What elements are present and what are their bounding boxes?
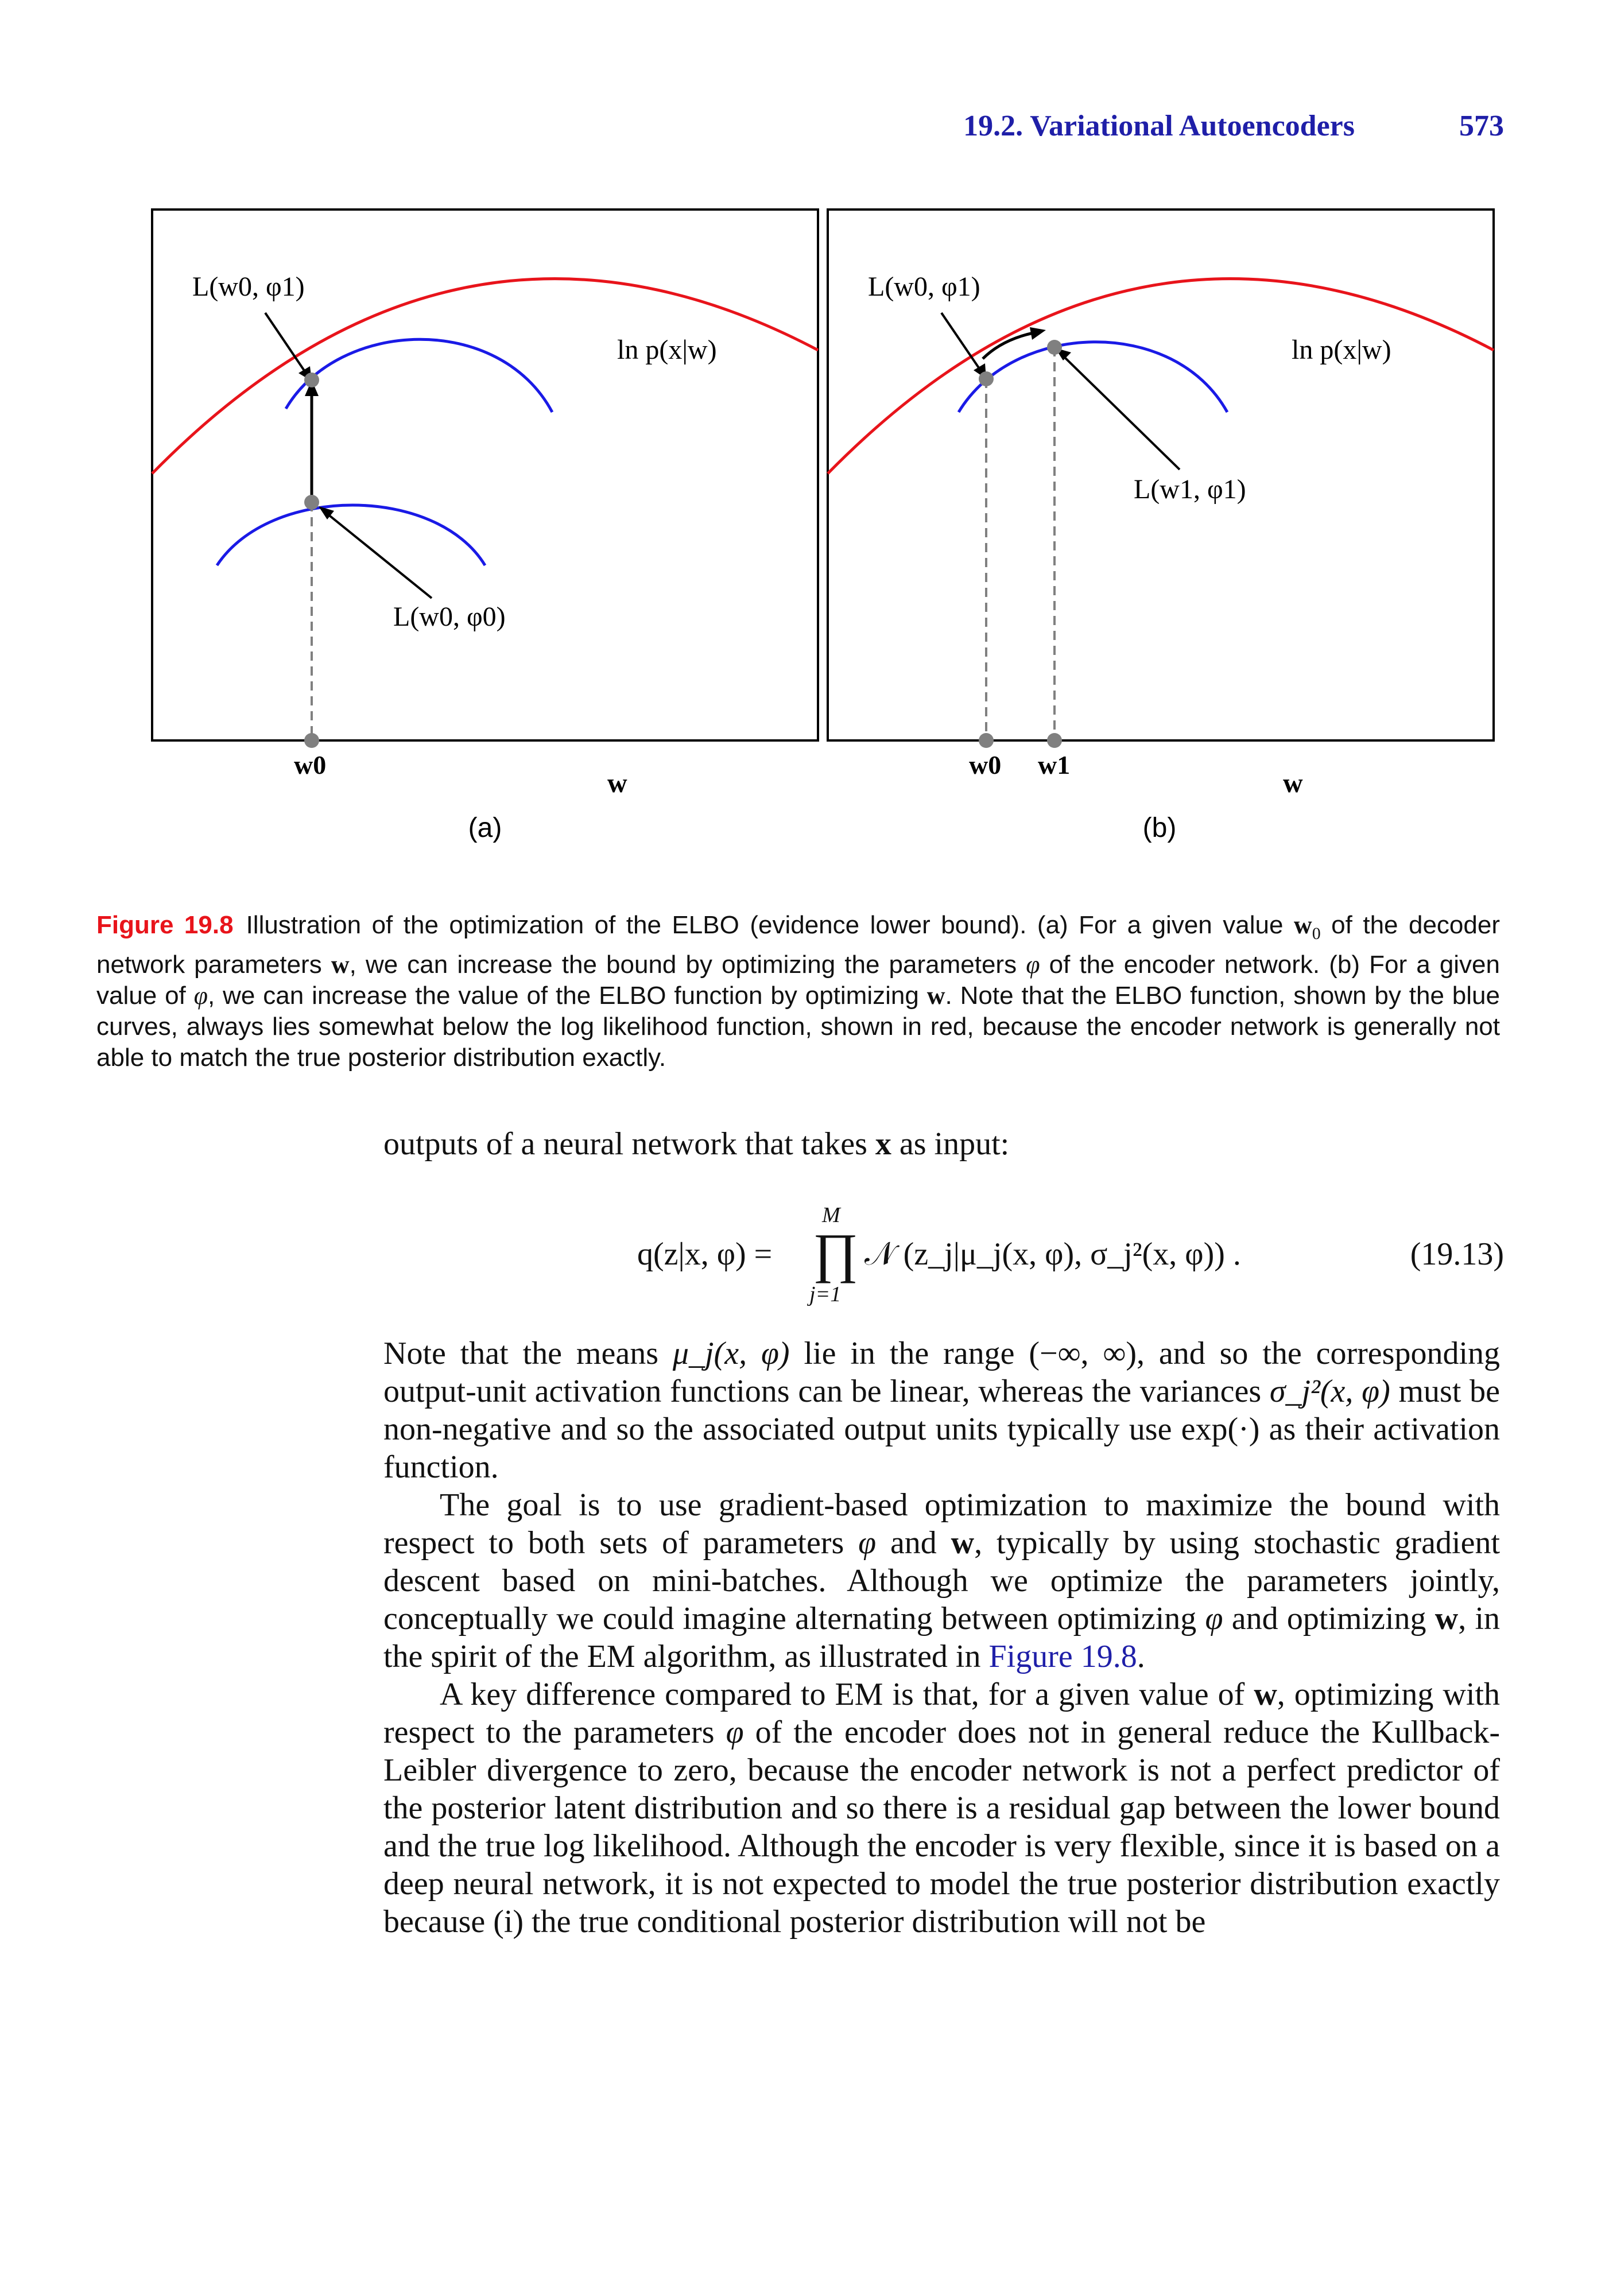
panel-b-curve-label: ln p(x|w) (1292, 335, 1391, 365)
p2-text-4: and optimizing (1223, 1601, 1435, 1636)
panel-a-label-l-w0-phi0: L(w0, φ0) (393, 602, 506, 632)
panel-b-tick-label-w1: w1 (1038, 750, 1070, 779)
caption-math-w-2: w (926, 981, 945, 1010)
panel-a-caption-label: (a) (468, 813, 502, 843)
panel-a: L(w0, φ1) L(w0, φ0) ln p(x|w) w0 w (a) (151, 208, 819, 843)
p3-text-2: , optimizing with respect to the paramet… (383, 1677, 1500, 1750)
panel-a-arrow-top-label (264, 312, 307, 374)
p2-text-2: and (876, 1525, 951, 1561)
panel-a-log-likelihood-curve (151, 277, 819, 475)
p2-text-6: . (1137, 1639, 1145, 1674)
panel-b-tick-point-w1 (1047, 733, 1062, 748)
intro-text: outputs of a neural network that takes (383, 1126, 875, 1162)
caption-math-w0: w (1293, 911, 1312, 939)
panel-a-label-l-w0-phi1: L(w0, φ1) (192, 272, 305, 302)
panel-b-label-l-w1-phi1: L(w1, φ1) (1134, 474, 1246, 505)
equation-19-13: q(z|x, φ) = M ∏ j=1 𝒩 (z_j|μ_j(x, φ), σ_… (637, 1203, 1504, 1306)
caption-text-4: of the encoder network. (b) For a given … (96, 950, 1501, 1010)
panel-b-curved-arrowhead (1030, 327, 1046, 340)
panel-a-curve-label: ln p(x|w) (617, 335, 717, 365)
paragraph-3: A key difference compared to EM is that,… (383, 1676, 1500, 1941)
p2-math-phi: φ (858, 1525, 877, 1561)
caption-text-2: of the decoder network parameters (96, 911, 1500, 979)
panel-b-caption-label: (b) (1143, 813, 1177, 843)
p3-text-3: of the encoder does not in general reduc… (383, 1715, 1500, 1940)
p2-math-w-2: w (1434, 1601, 1459, 1636)
panel-b-curved-arrow (982, 331, 1034, 360)
panel-a-arrowhead-bottom-label (319, 506, 334, 519)
panel-b-arrow-right-label (1062, 355, 1181, 471)
p3-math-w: w (1254, 1677, 1277, 1712)
p3-text-1: A key difference compared to EM is that,… (440, 1677, 1254, 1712)
p1-text-1: Note that the means (383, 1336, 673, 1371)
caption-math-phi-2: φ (193, 981, 208, 1010)
panel-a-point-bottom (304, 495, 319, 510)
caption-text-3: , we can increase the bound by optimizin… (349, 950, 1026, 979)
p1-math-sigma: σ_j²(x, φ) (1269, 1374, 1390, 1409)
p1-text-3: , and so the corresponding output-unit a… (383, 1336, 1500, 1409)
panel-b: L(w0, φ1) L(w1, φ1) ln p(x|w) w0 w1 w (b… (827, 208, 1495, 843)
panel-b-log-likelihood-curve (827, 277, 1495, 475)
figure-19-8: L(w0, φ1) L(w0, φ0) ln p(x|w) w0 w (a) L… (151, 208, 1495, 843)
panel-b-axis-label: w (1283, 768, 1303, 798)
panel-a-frame (151, 208, 819, 742)
panel-b-label-l-w0-phi1: L(w0, φ1) (868, 272, 980, 302)
p2-text-5: , in the spirit of the EM algorithm, as … (383, 1601, 1501, 1674)
body-intro: outputs of a neural network that takes x… (383, 1125, 1500, 1163)
panel-b-elbo-curve (957, 340, 1229, 413)
panel-a-tick-label-w0: w0 (294, 750, 326, 779)
body-text: Note that the means μ_j(x, φ) lie in the… (383, 1335, 1500, 1941)
intro-text-end: as input: (891, 1126, 1010, 1162)
panel-b-frame (827, 208, 1495, 742)
caption-math-w0-sub: 0 (1312, 924, 1321, 943)
panel-b-point-right (1047, 340, 1062, 355)
p2-text-3: , typically by using stochastic gradient… (383, 1525, 1501, 1636)
p1-text-5: as their activation function. (383, 1411, 1500, 1485)
panel-b-point-left (979, 371, 994, 386)
panel-a-elbo-curve-top (284, 338, 554, 413)
equation-prod-lower: j=1 (809, 1282, 842, 1306)
panel-a-vertical-arrowhead (305, 380, 319, 396)
caption-text-1: Illustration of the optimization of the … (246, 911, 1294, 939)
equation-lhs: q(z|x, φ) = (637, 1236, 773, 1272)
figure-caption: Figure 19.8 Illustration of the optimizat… (96, 910, 1500, 1073)
figure-19-8-link[interactable]: Figure 19.8 (988, 1639, 1137, 1674)
p2-text-1: The goal is to use gradient-based optimi… (383, 1487, 1500, 1561)
p1-math-mu: μ_j(x, φ) (672, 1336, 790, 1371)
figure-caption-label: Figure 19.8 (96, 911, 234, 939)
p2-math-w: w (951, 1525, 975, 1561)
caption-math-phi: φ (1026, 950, 1040, 979)
p1-math-exp: exp(·) (1181, 1411, 1260, 1447)
p1-text-4: must be non-negative and so the associat… (383, 1374, 1500, 1447)
panel-a-arrow-bottom-label (326, 513, 433, 599)
caption-math-w: w (331, 950, 350, 979)
panel-a-point-top (304, 373, 319, 387)
panel-b-tick-point-w0 (979, 733, 994, 748)
intro-math-x: x (875, 1126, 891, 1162)
p1-math-range: (−∞, ∞) (1029, 1336, 1137, 1371)
panel-b-tick-label-w0: w0 (969, 750, 1001, 779)
p2-math-phi-2: φ (1205, 1601, 1223, 1636)
paragraph-2: The goal is to use gradient-based optimi… (383, 1486, 1500, 1676)
p3-math-phi: φ (726, 1715, 744, 1750)
equation-prod-upper: M (822, 1203, 840, 1227)
equation-rhs: 𝒩 (z_j|μ_j(x, φ), σ_j²(x, φ)) . (864, 1236, 1241, 1272)
caption-text-6: . Note that the ELBO function, shown by … (96, 981, 1500, 1072)
equation-number: (19.13) (1410, 1236, 1504, 1272)
paragraph-1: Note that the means μ_j(x, φ) lie in the… (383, 1335, 1500, 1486)
caption-text-5: , we can increase the value of the ELBO … (208, 981, 927, 1010)
panel-a-elbo-curve-bottom (215, 503, 487, 567)
running-header-title: 19.2. Variational Autoencoders (963, 110, 1355, 142)
equation-prod-symbol: ∏ (813, 1222, 859, 1283)
page-number: 573 (1459, 110, 1504, 142)
p1-text-2: lie in the range (789, 1336, 1029, 1371)
panel-b-arrow-left-label (940, 312, 982, 371)
panel-a-tick-point-w0 (304, 733, 319, 748)
panel-a-axis-label: w (607, 768, 627, 798)
